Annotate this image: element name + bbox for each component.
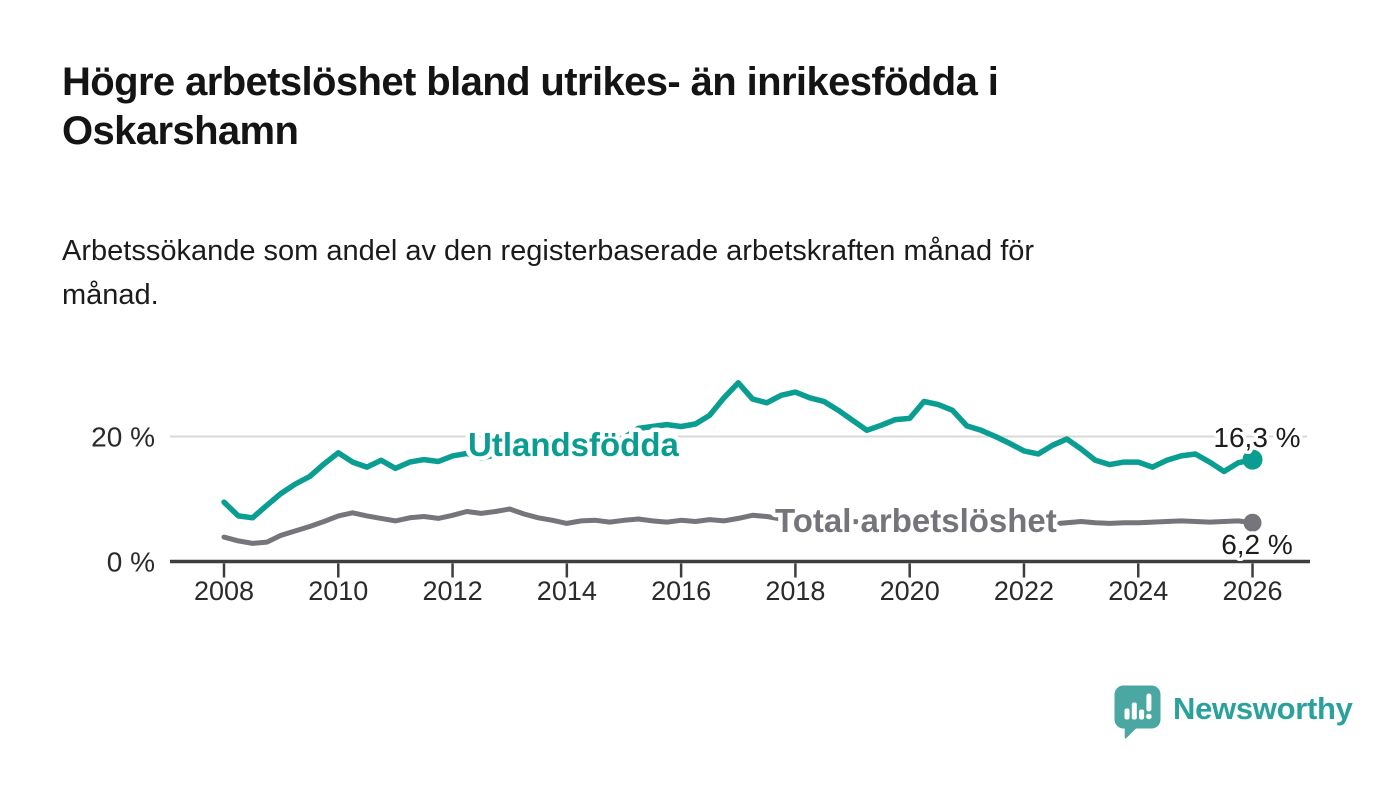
x-tick-label: 2026 bbox=[1222, 576, 1282, 606]
end-value-label-utlandsfodda: 16,3 % bbox=[1213, 422, 1300, 453]
title-line-1: Högre arbetslöshet bland utrikes- än inr… bbox=[62, 60, 999, 104]
x-tick-label: 2022 bbox=[994, 576, 1054, 606]
series-end-dot-utlandsfodda bbox=[1242, 449, 1263, 470]
chart-subtitle: Arbetssökande som andel av den registerb… bbox=[62, 230, 1312, 317]
axis-layer: 0 % 20 % 2008 2010 2012 2014 2016 2018 2020 2022 2… bbox=[91, 422, 1310, 606]
series-label-total-arbetsloshet: Total arbetslöshet bbox=[775, 502, 1057, 539]
x-tick-label: 2016 bbox=[651, 576, 711, 606]
subtitle-line-1: Arbetssökande som andel av den registerb… bbox=[62, 235, 1035, 267]
series-end-dot-total-arbetsloshet bbox=[1243, 513, 1262, 532]
series-layer bbox=[221, 380, 1263, 546]
x-tick-label: 2024 bbox=[1108, 576, 1168, 606]
x-tick-label: 2008 bbox=[194, 576, 254, 606]
series-line-total-arbetsloshet bbox=[221, 506, 1255, 546]
series-label-utlandsfodda: Utlandsfödda bbox=[468, 426, 679, 463]
y-tick-label: 20 % bbox=[91, 422, 155, 453]
subtitle-line-2: månad. bbox=[62, 278, 159, 311]
title-line-2: Oskarshamn bbox=[62, 109, 299, 154]
end-value-label-total: 6,2 % bbox=[1221, 529, 1293, 560]
speech-bubble-bar-chart-icon bbox=[1114, 685, 1161, 739]
series-line-utlandsfodda bbox=[221, 380, 1256, 521]
x-tick-label: 2014 bbox=[537, 576, 597, 606]
exclamation-dot bbox=[1146, 713, 1152, 720]
x-tick-label: 2020 bbox=[880, 576, 940, 606]
newsworthy-wordmark: Newsworthy bbox=[1173, 691, 1353, 726]
bar-2 bbox=[1131, 702, 1137, 720]
page-title: Högre arbetslöshet bland utrikes- än inr… bbox=[62, 58, 1312, 156]
bar-3 bbox=[1139, 709, 1145, 720]
y-tick-label: 0 % bbox=[107, 547, 155, 578]
x-tick-label: 2012 bbox=[423, 576, 483, 606]
x-tick-label: 2010 bbox=[308, 576, 368, 606]
bar-1 bbox=[1124, 708, 1130, 720]
newsworthy-logo: Newsworthy bbox=[1113, 684, 1353, 739]
x-tick-label: 2018 bbox=[765, 576, 825, 606]
exclamation-bar bbox=[1146, 693, 1152, 712]
